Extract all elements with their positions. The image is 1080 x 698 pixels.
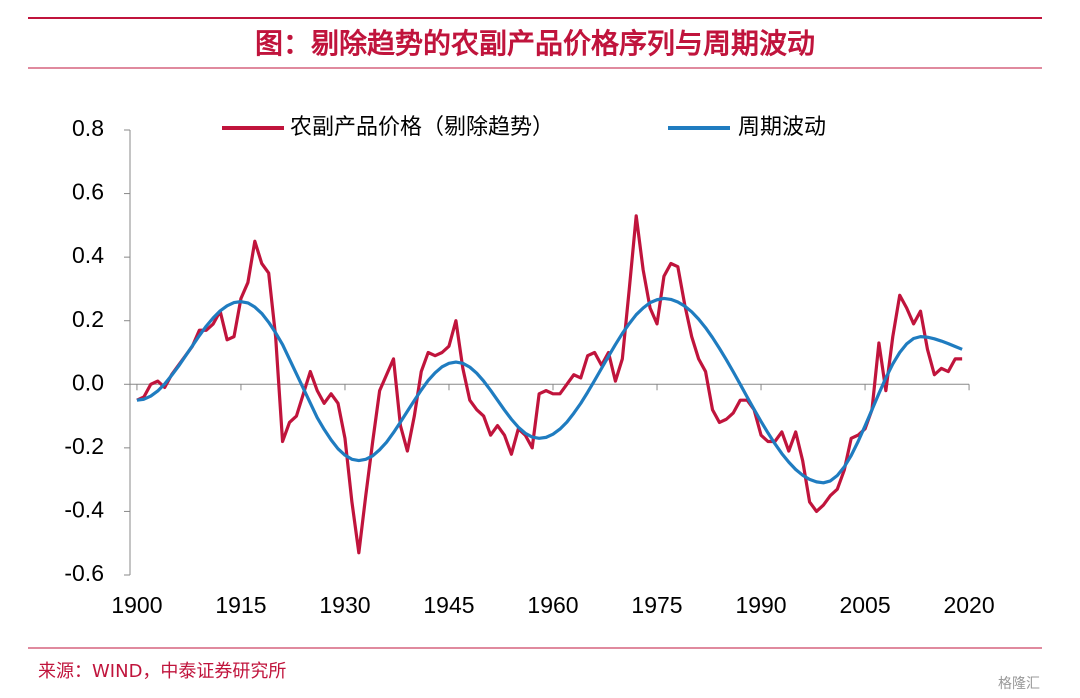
x-tick-label: 1915	[215, 592, 266, 618]
legend-label: 周期波动	[738, 115, 826, 140]
y-tick-label: 0.8	[72, 115, 104, 141]
x-tick-label: 1960	[527, 592, 578, 618]
x-tick-label: 1945	[423, 592, 474, 618]
y-tick-label: -0.6	[64, 560, 104, 586]
x-tick-label: 1900	[111, 592, 162, 618]
x-tick-label: 1930	[319, 592, 370, 618]
x-tick-label: 2020	[943, 592, 994, 618]
x-tick-label: 1975	[631, 592, 682, 618]
y-tick-label: 0.0	[72, 369, 104, 395]
y-tick-label: 0.4	[72, 242, 104, 268]
chart-title: 图：剔除趋势的农副产品价格序列与周期波动	[255, 27, 815, 60]
series-line	[136, 296, 963, 485]
watermark: 格隆汇	[998, 676, 1040, 692]
x-tick-label: 2005	[839, 592, 890, 618]
legend-label: 农副产品价格（剔除趋势）	[290, 115, 554, 140]
y-tick-label: 0.6	[72, 179, 104, 205]
source: 来源：WIND，中泰证券研究所	[38, 661, 286, 682]
series-line	[136, 214, 963, 555]
y-tick-label: -0.2	[64, 433, 104, 459]
y-tick-label: 0.2	[72, 306, 104, 332]
x-tick-label: 1990	[735, 592, 786, 618]
y-tick-label: -0.4	[64, 497, 104, 523]
